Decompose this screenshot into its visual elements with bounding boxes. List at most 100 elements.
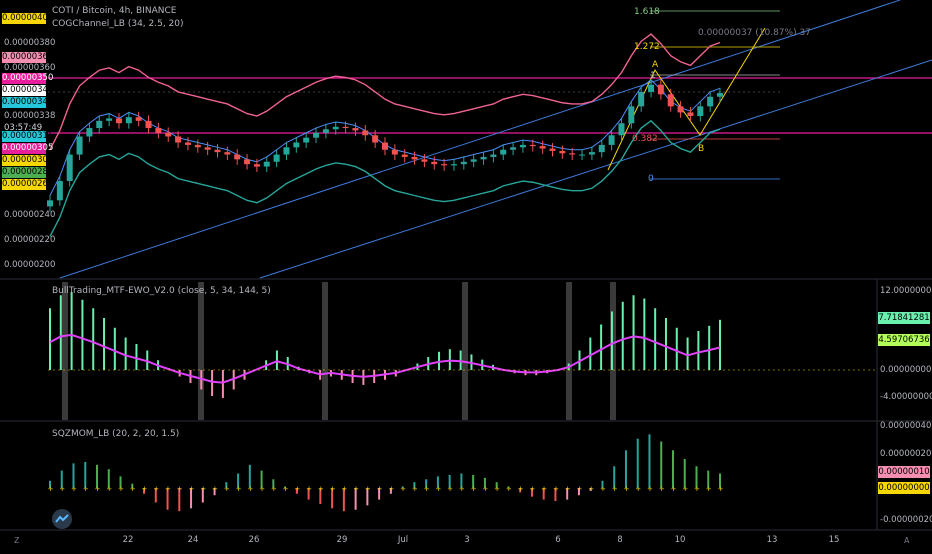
cog-upper-band [49, 33, 721, 151]
candle-body [450, 164, 457, 166]
sqz-axis-label: -0.00000020 [880, 515, 932, 525]
fib-level-label: 0.382 [632, 134, 658, 144]
sqz-dot: + [271, 485, 277, 493]
candle-body [194, 144, 201, 148]
sqz-dot: + [682, 485, 688, 493]
abcd-pattern [607, 27, 766, 171]
price-axis-label: 0.00000240 [4, 210, 56, 220]
sqz-dot: + [565, 485, 571, 493]
candle-body [529, 144, 536, 147]
pattern-point-a: A [652, 60, 659, 70]
ewo-legend[interactable]: BullTrading_MTF-EWO_V2.0 (close, 5, 34, … [52, 286, 271, 296]
price-tag: 0.00000341 [2, 97, 54, 108]
candle-body [342, 126, 349, 129]
candle-body [667, 94, 674, 107]
sqz-dot: + [177, 485, 183, 493]
candle-body [155, 128, 162, 133]
candle-body [687, 112, 694, 116]
candle-body [500, 149, 507, 155]
ewo-axis-label: -4.00000000 [880, 392, 932, 402]
sqz-dot: + [83, 485, 89, 493]
auto-scale-icon[interactable]: A [904, 536, 910, 545]
price-tag: 0.00000305 [2, 143, 54, 154]
candle-body [470, 159, 477, 162]
symbol-title: COTI / Bitcoin, 4h, BINANCE [52, 6, 177, 16]
candle-body [135, 117, 142, 121]
sqz-legend[interactable]: SQZMOM_LB (20, 2, 20, 1.5) [52, 429, 180, 439]
candle-body [569, 153, 576, 155]
candle-body [648, 84, 655, 92]
sqz-dot: + [518, 485, 524, 493]
candle-body [145, 120, 152, 129]
candle-body [66, 154, 73, 182]
sqz-dot: + [247, 485, 253, 493]
timezone-icon[interactable]: Z [14, 536, 20, 545]
sqz-dot: + [165, 485, 171, 493]
sqz-dot: + [294, 485, 300, 493]
candle-body [253, 164, 260, 167]
sqz-dot: + [189, 485, 195, 493]
candle-body [391, 149, 398, 155]
sqz-dot: + [353, 485, 359, 493]
sqz-dot: + [459, 485, 465, 493]
cog-channel-legend[interactable]: COGChannel_LB (34, 2.5, 20) [52, 19, 184, 29]
price-axis-label: 0.00000338 [4, 111, 56, 121]
sqz-dot: + [529, 485, 535, 493]
candle-body [519, 144, 526, 148]
candle-body [657, 84, 664, 95]
time-axis-label: 3 [464, 535, 470, 545]
sqz-value-tag: 0.00000010 [878, 466, 930, 478]
price-tag: 0.00000283 [2, 167, 54, 178]
candle-body [588, 152, 595, 155]
trend-channel-upper [59, 0, 901, 279]
ewo-value-tag: 7.71841281 [878, 312, 930, 324]
candle-body [47, 200, 53, 207]
sqz-dot: + [494, 485, 500, 493]
candle-body [382, 142, 388, 150]
sqz-dot: + [612, 485, 618, 493]
candle-body [697, 106, 704, 116]
candle-body [411, 156, 418, 160]
sqz-dot: + [400, 485, 406, 493]
sqz-dot: + [106, 485, 112, 493]
sqz-dot: + [200, 485, 206, 493]
candle-body [352, 128, 359, 131]
ewo-signal-zone [322, 282, 328, 420]
candle-body [224, 152, 231, 155]
sqz-dot: + [647, 485, 653, 493]
sqz-dot: + [706, 485, 712, 493]
candle-body [293, 142, 300, 148]
candle-body [707, 96, 714, 107]
ewo-signal-zone [566, 282, 572, 420]
sqz-dot: + [71, 485, 77, 493]
sqz-dot: + [153, 485, 159, 493]
sqz-dot: + [576, 485, 582, 493]
ewo-signal-zone [62, 282, 68, 420]
candle-body [234, 154, 241, 160]
candle-body [214, 149, 221, 153]
ewo-axis-label: 0.00000000 [880, 365, 932, 375]
candle-body [618, 123, 625, 136]
candle-body [322, 129, 329, 133]
price-axis-label: 0.00000220 [4, 235, 56, 245]
time-axis-label: 8 [617, 535, 623, 545]
sqz-dot: + [553, 485, 559, 493]
candle-body [165, 132, 172, 137]
price-tag: 0.00000315 [2, 131, 54, 142]
price-tag: 0.00000264 [2, 179, 54, 190]
sqz-dot: + [95, 485, 101, 493]
time-axis-label: 22 [122, 535, 134, 545]
candle-body [510, 147, 517, 150]
candle-body [608, 135, 615, 145]
pattern-point-b: B [698, 144, 705, 154]
sqz-dot: + [588, 485, 594, 493]
logo-icon[interactable] [52, 509, 72, 529]
candle-body [125, 117, 132, 124]
sqz-dot: + [506, 485, 512, 493]
candle-body [441, 164, 448, 166]
price-axis-label: 0.00000380 [4, 38, 56, 48]
ewo-signal-zone [462, 282, 468, 420]
sqz-dot: + [365, 485, 371, 493]
